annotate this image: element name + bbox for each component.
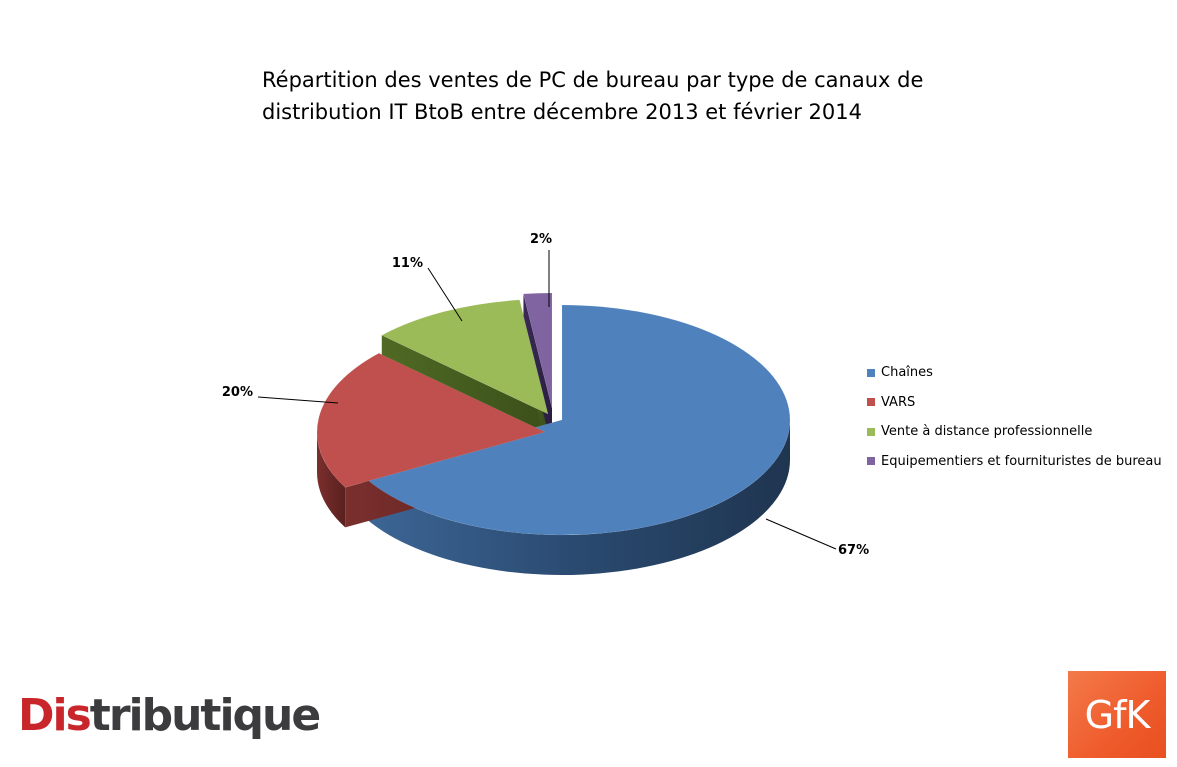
pie-slice-2	[381, 299, 549, 415]
pie-slices	[316, 292, 791, 575]
pie-slice-1	[316, 352, 546, 488]
legend-label: Vente à distance professionnelle	[881, 424, 1093, 440]
pie-side-0	[362, 420, 790, 575]
legend-swatch	[867, 457, 875, 466]
leader-line-2	[427, 267, 463, 322]
chart-title-line-2: distribution IT BtoB entre décembre 2013…	[262, 100, 862, 124]
pie-side-1	[317, 432, 346, 528]
distributique-logo: Distributique	[18, 690, 321, 741]
chart-title: Répartition des ventes de PC de bureau p…	[262, 64, 982, 128]
legend-item: Equipementiers et fournituristes de bure…	[867, 447, 1162, 477]
chart-title-line-1: Répartition des ventes de PC de bureau p…	[262, 68, 924, 92]
legend-item: Chaînes	[867, 358, 1162, 388]
data-label-0: 67%	[838, 543, 869, 558]
pie-slice-0	[361, 304, 791, 536]
legend-swatch	[867, 427, 875, 436]
data-labels: 67% 20% 11% 2%	[222, 232, 869, 558]
legend-label: VARS	[881, 394, 916, 410]
legend-swatch	[867, 398, 875, 407]
data-label-1: 20%	[222, 385, 253, 400]
legend-swatch	[867, 368, 875, 377]
legend-item: VARS	[867, 388, 1162, 418]
pie-slice-3	[523, 292, 553, 409]
data-label-3: 2%	[530, 232, 552, 247]
legend-item: Vente à distance professionnelle	[867, 417, 1162, 447]
legend: Chaînes VARS Vente à distance professionne…	[867, 358, 1162, 476]
data-label-2: 11%	[392, 256, 423, 271]
leader-line-0	[765, 518, 837, 550]
legend-label: Chaînes	[881, 365, 933, 381]
gfk-logo: GfK	[1068, 671, 1166, 758]
leader-line-1	[257, 396, 339, 404]
legend-label: Equipementiers et fournituristes de bure…	[881, 453, 1162, 469]
